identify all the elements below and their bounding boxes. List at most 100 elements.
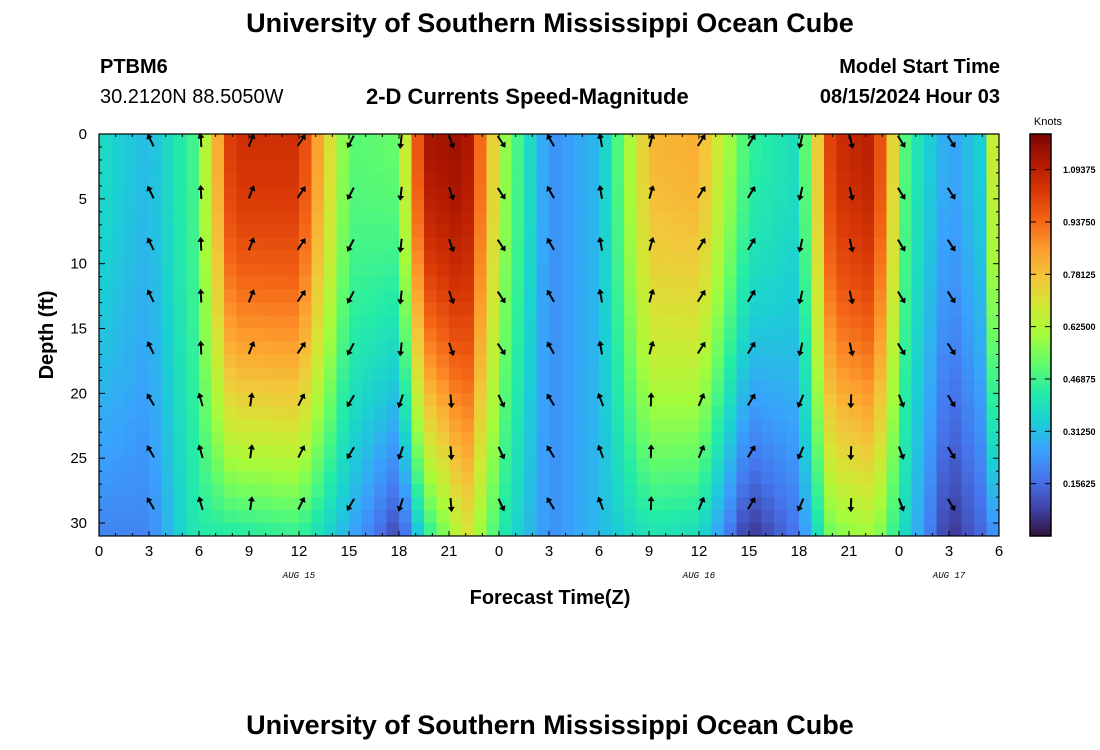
- heatmap-cell: [924, 146, 938, 161]
- heatmap-cell: [986, 432, 999, 446]
- current-arrow: [897, 342, 906, 356]
- heatmap-cell: [174, 224, 188, 239]
- heatmap-cell: [111, 211, 125, 226]
- heatmap-cell: [561, 185, 575, 200]
- heatmap-cell: [99, 146, 113, 161]
- heatmap-cell: [636, 289, 650, 304]
- heatmap-cell: [211, 484, 225, 498]
- heatmap-cell: [136, 393, 150, 407]
- heatmap-cell: [799, 510, 813, 524]
- x-tick-label: 0: [95, 543, 103, 560]
- current-arrow: [146, 497, 155, 510]
- heatmap-cell: [624, 198, 638, 213]
- heatmap-cell: [924, 328, 938, 343]
- heatmap-cell: [436, 432, 450, 446]
- heatmap-cell: [586, 484, 600, 498]
- current-arrow: [346, 498, 355, 511]
- heatmap-cell: [361, 172, 375, 187]
- x-tick-label: 0: [495, 543, 503, 560]
- heatmap-cell: [799, 523, 813, 536]
- heatmap-cell: [874, 523, 888, 536]
- heatmap-cell: [886, 484, 900, 498]
- heatmap-cell: [511, 211, 525, 226]
- heatmap-cell: [549, 380, 563, 394]
- heatmap-cell: [611, 315, 625, 330]
- heatmap-cell: [661, 211, 675, 226]
- heatmap-cell: [436, 458, 450, 472]
- heatmap-cell: [286, 315, 300, 330]
- heatmap-cell: [224, 315, 238, 330]
- heatmap-cell: [736, 159, 750, 174]
- heatmap-cell: [599, 354, 613, 369]
- heatmap-cell: [336, 250, 350, 265]
- heatmap-cell: [386, 224, 400, 239]
- heatmap-cell: [324, 406, 338, 420]
- heatmap-cell: [874, 367, 888, 381]
- heatmap-cell: [311, 393, 325, 407]
- heatmap-cell: [886, 341, 900, 356]
- heatmap-cell: [624, 393, 638, 407]
- heatmap-cell: [949, 432, 963, 446]
- heatmap-cell: [649, 224, 663, 239]
- current-arrow: [448, 134, 456, 149]
- heatmap-cell: [686, 458, 700, 472]
- heatmap-cell: [636, 445, 650, 459]
- heatmap-cell: [199, 328, 213, 343]
- heatmap-cell: [474, 250, 488, 265]
- heatmap-cell: [536, 172, 550, 187]
- heatmap-cell: [774, 302, 788, 317]
- heatmap-cell: [186, 315, 200, 330]
- heatmap-cell: [861, 146, 875, 161]
- heatmap-cell: [936, 432, 950, 446]
- heatmap-cell: [949, 354, 963, 369]
- heatmap-cell: [836, 419, 850, 433]
- heatmap-cell: [286, 445, 300, 459]
- heatmap-cell: [861, 341, 875, 356]
- heatmap-cell: [186, 250, 200, 265]
- heatmap-cell: [636, 354, 650, 369]
- heatmap-cell: [536, 134, 550, 148]
- heatmap-cell: [636, 159, 650, 174]
- heatmap-cell: [699, 315, 713, 330]
- model-start-label: Model Start Time: [839, 56, 1000, 78]
- heatmap-cell: [911, 224, 925, 239]
- heatmap-cell: [924, 523, 938, 536]
- heatmap-cell: [761, 198, 775, 213]
- heatmap-cell: [661, 134, 675, 148]
- heatmap-cell: [711, 172, 725, 187]
- x-tick-label: 18: [791, 543, 808, 560]
- heatmap-cell: [211, 471, 225, 485]
- current-arrow: [196, 444, 204, 459]
- heatmap-cell: [299, 159, 313, 174]
- heatmap-cell: [374, 263, 388, 278]
- heatmap-cell: [186, 172, 200, 187]
- heatmap-cell: [749, 406, 763, 420]
- heatmap-cell: [886, 497, 900, 511]
- heatmap-cell: [486, 432, 500, 446]
- heatmap-cell: [436, 224, 450, 239]
- heatmap-cell: [661, 328, 675, 343]
- heatmap-cell: [436, 497, 450, 511]
- heatmap-cell: [299, 172, 313, 187]
- heatmap-cell: [461, 302, 475, 317]
- heatmap-cell: [174, 172, 188, 187]
- heatmap-cell: [711, 471, 725, 485]
- heatmap-cell: [836, 523, 850, 536]
- heatmap-cell: [424, 497, 438, 511]
- heatmap-cell: [386, 172, 400, 187]
- heatmap-cell: [849, 224, 863, 239]
- heatmap-cell: [736, 328, 750, 343]
- current-arrow: [247, 237, 256, 251]
- heatmap-cell: [486, 341, 500, 356]
- heatmap-cell: [961, 211, 975, 226]
- heatmap-cell: [386, 484, 400, 498]
- heatmap-cell: [849, 484, 863, 498]
- heatmap-cell: [799, 263, 813, 278]
- current-arrow: [197, 236, 205, 251]
- heatmap-cell: [949, 484, 963, 498]
- heatmap-cell: [149, 510, 163, 524]
- heatmap-cell: [736, 172, 750, 187]
- heatmap-cell: [749, 276, 763, 291]
- heatmap-cell: [611, 341, 625, 356]
- heatmap-cell: [574, 406, 588, 420]
